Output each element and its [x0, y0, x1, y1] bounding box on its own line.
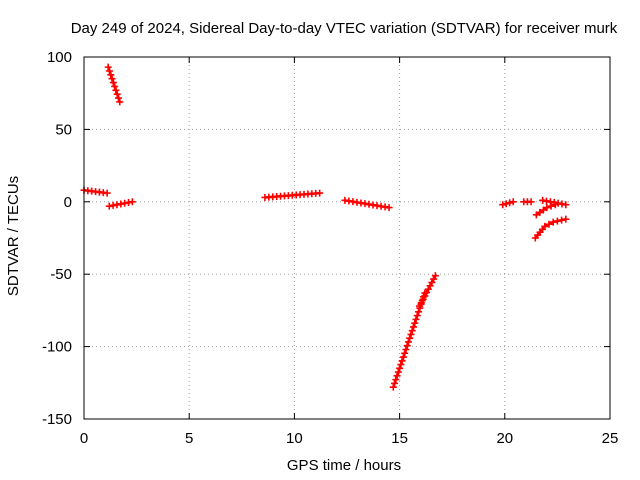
series-trace-8 [499, 198, 517, 209]
data-point [539, 206, 547, 214]
data-point [105, 67, 113, 75]
data-point [506, 199, 514, 207]
x-tick-label: 0 [80, 430, 88, 447]
tick-labels: 0 5 10 15 20 25 -150 -100 -50 0 50 100 [42, 49, 618, 447]
data-point [109, 79, 117, 87]
data-point [116, 98, 124, 106]
x-tick-label: 5 [185, 430, 193, 447]
series-trace-1 [80, 186, 111, 197]
grid-lines [84, 57, 610, 419]
data-point [562, 215, 570, 223]
data-point [509, 198, 517, 206]
data-point [391, 379, 399, 387]
data-point [545, 220, 553, 228]
data-point [549, 218, 557, 226]
x-axis-label: GPS time / hours [287, 457, 401, 474]
x-tick-label: 15 [391, 430, 408, 447]
data-point [499, 201, 507, 209]
data-point [402, 345, 410, 353]
series-trace-10 [539, 196, 570, 209]
series-trace-9 [520, 198, 535, 206]
data-point [541, 222, 549, 230]
y-tick-label: 100 [47, 49, 72, 66]
data-point [392, 376, 400, 384]
data-point [536, 208, 544, 216]
data-point [397, 361, 405, 369]
data-point [404, 338, 412, 346]
data-point [407, 330, 415, 338]
y-tick-label: 50 [55, 121, 72, 138]
data-point [316, 189, 324, 197]
data-point [111, 82, 119, 90]
data-point [108, 75, 116, 83]
data-point [104, 63, 112, 71]
data-point [406, 334, 414, 342]
data-series [80, 63, 570, 391]
series-line [418, 275, 437, 307]
y-axis-label: SDTVAR / TECUs [5, 176, 22, 296]
plot-frame [83, 56, 611, 420]
y-tick-label: -100 [42, 339, 72, 356]
y-tick-label: 0 [64, 194, 72, 211]
chart-title: Day 249 of 2024, Sidereal Day-to-day VTE… [71, 20, 618, 37]
data-point [107, 71, 115, 79]
data-point [385, 204, 393, 212]
data-point [113, 90, 121, 98]
data-point [502, 200, 510, 208]
series-trace-11 [532, 201, 559, 219]
data-point [394, 368, 402, 376]
data-point [393, 372, 401, 380]
data-point [551, 201, 559, 209]
data-point [415, 308, 423, 316]
data-point [389, 383, 397, 391]
data-point [532, 211, 540, 219]
series-trace-6 [389, 289, 429, 391]
data-point [409, 323, 417, 331]
data-point [431, 272, 439, 280]
x-tick-label: 25 [602, 430, 619, 447]
data-point [547, 202, 555, 210]
y-tick-label: -150 [42, 411, 72, 428]
data-point [399, 353, 407, 361]
data-point [553, 217, 561, 225]
data-point [114, 94, 122, 102]
data-point [562, 201, 570, 209]
data-point [408, 327, 416, 335]
data-point [412, 315, 420, 323]
series-trace-12 [531, 215, 570, 242]
series-trace-7 [416, 272, 439, 310]
data-point [543, 204, 551, 212]
data-point [401, 349, 409, 357]
data-point [558, 216, 566, 224]
data-point [398, 357, 406, 365]
series-trace-2 [104, 63, 124, 106]
y-tick-label: -50 [50, 266, 72, 283]
data-point [112, 86, 120, 94]
data-point [527, 198, 535, 206]
series-trace-5 [341, 196, 393, 212]
data-point [103, 189, 111, 197]
data-point [411, 319, 419, 327]
data-point [413, 312, 421, 320]
data-point [128, 198, 136, 206]
series-trace-4 [261, 189, 324, 201]
x-tick-label: 10 [286, 430, 303, 447]
data-point [403, 342, 411, 350]
data-point [396, 364, 404, 372]
x-tick-label: 20 [496, 430, 513, 447]
series-trace-3 [105, 198, 136, 210]
axis-ticks [83, 56, 611, 420]
